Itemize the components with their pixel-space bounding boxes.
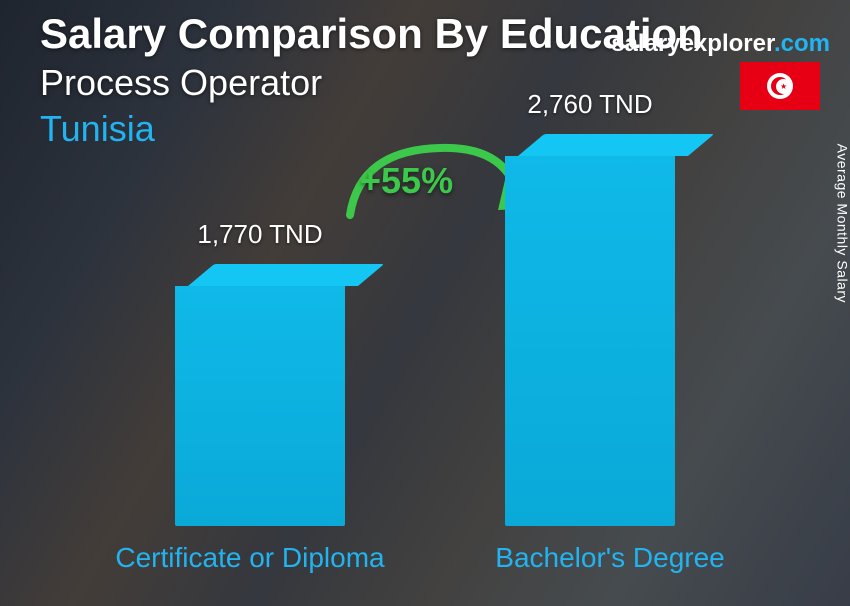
bar-value-label: 2,760 TND xyxy=(500,89,680,120)
bar-group: 1,770 TND xyxy=(170,219,350,526)
brand-prefix: salaryexplorer xyxy=(611,30,774,57)
main-title: Salary Comparison By Education xyxy=(40,10,703,58)
bar-chart: +55% 1,770 TND2,760 TND Certificate or D… xyxy=(110,140,790,586)
percent-increase-badge: +55% xyxy=(360,160,453,202)
brand-suffix: .com xyxy=(774,30,830,57)
bar xyxy=(175,264,345,526)
category-label: Certificate or Diploma xyxy=(100,542,400,574)
bar xyxy=(505,134,675,526)
category-label: Bachelor's Degree xyxy=(460,542,760,574)
bar-value-label: 1,770 TND xyxy=(170,219,350,250)
bar-group: 2,760 TND xyxy=(500,89,680,526)
infographic-root: Salary Comparison By Education Process O… xyxy=(0,0,850,606)
job-title: Process Operator xyxy=(40,62,322,104)
brand-logo: salaryexplorer.com xyxy=(611,30,830,58)
country-flag-icon: ★ xyxy=(740,62,820,110)
y-axis-label: Average Monthly Salary xyxy=(834,144,850,303)
